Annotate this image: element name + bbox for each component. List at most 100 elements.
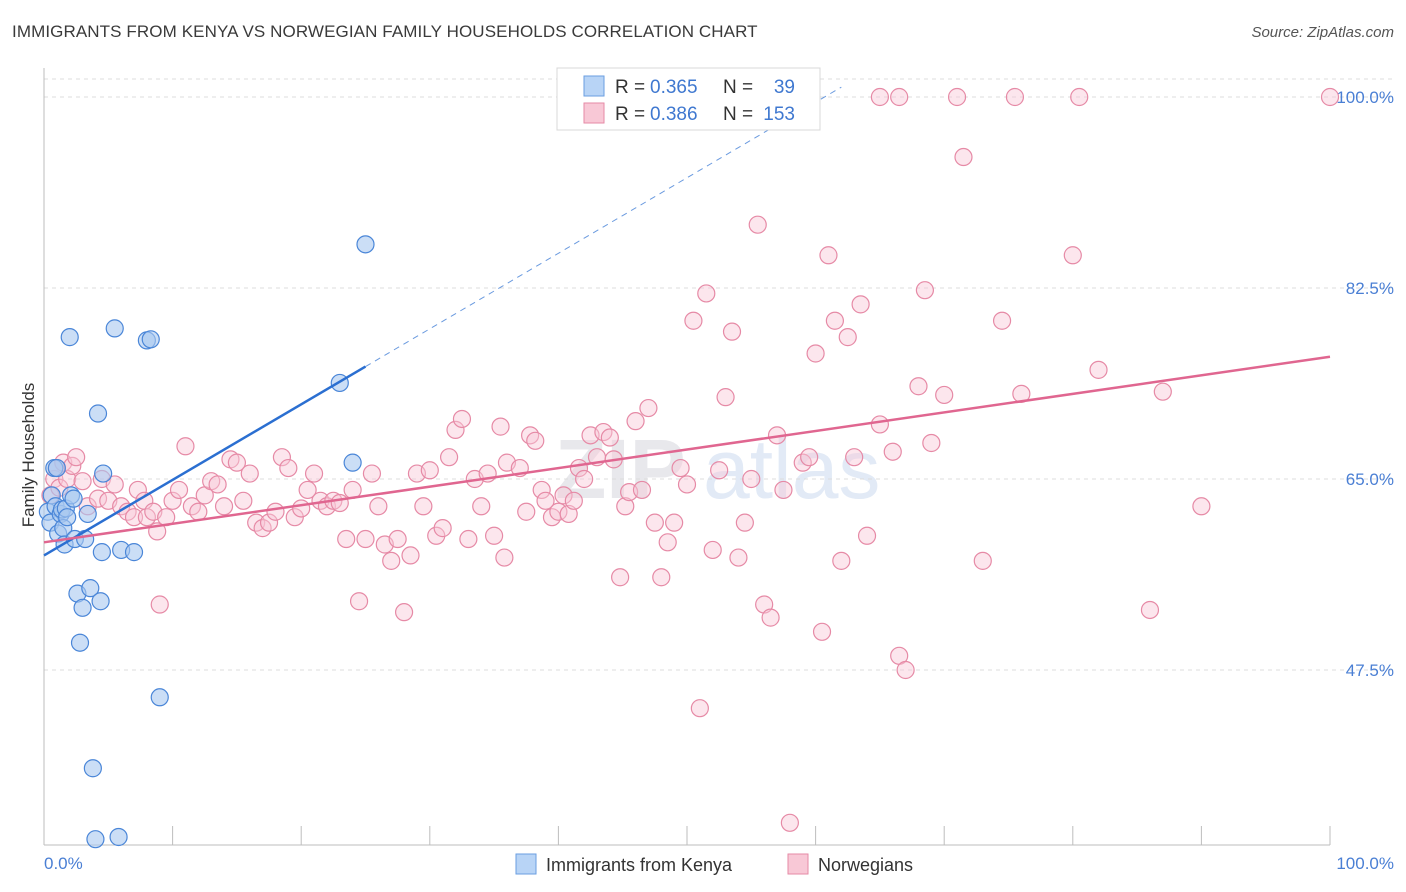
- x-ticks: [43, 826, 1331, 845]
- norwegians-point: [189, 502, 208, 521]
- norwegians-point: [616, 497, 635, 516]
- norwegians-point: [896, 660, 915, 680]
- kenya-point: [73, 598, 92, 617]
- norwegians-point: [973, 551, 992, 570]
- norwegians-point: [521, 426, 540, 445]
- norwegians-trendline: [43, 355, 1331, 544]
- norwegians-point: [439, 448, 459, 467]
- bottom-legend-swatch-norwegians: [787, 853, 809, 875]
- norwegians-point: [832, 551, 851, 570]
- norwegians-point: [857, 526, 877, 545]
- kenya-point: [58, 508, 77, 527]
- norwegians-point: [394, 603, 414, 622]
- legend-swatch-norwegians: [583, 102, 605, 124]
- norwegians-point: [67, 448, 86, 467]
- norwegians-point: [703, 540, 722, 560]
- legend-swatch-kenya: [583, 75, 605, 97]
- legend-r-label-norwegians: R =: [615, 104, 645, 125]
- norwegians-point: [526, 431, 545, 450]
- norwegians-point: [105, 475, 124, 494]
- norwegians-point: [851, 295, 870, 314]
- norwegians-point: [446, 420, 465, 439]
- norwegians-point: [73, 472, 92, 491]
- watermark-zip: ZIP: [555, 422, 686, 516]
- norwegians-point: [382, 551, 401, 570]
- norwegians-point: [259, 513, 279, 532]
- norwegians-point: [1089, 360, 1108, 379]
- norwegians-point: [812, 622, 832, 641]
- norwegians-point: [611, 568, 630, 587]
- kenya-point: [94, 464, 113, 483]
- chart-title: IMMIGRANTS FROM KENYA VS NORWEGIAN FAMIL…: [12, 22, 758, 41]
- norwegians-point: [517, 502, 536, 521]
- norwegians-point: [845, 448, 864, 467]
- norwegians-point: [645, 513, 664, 532]
- kenya-point: [92, 543, 111, 562]
- norwegians-point: [272, 448, 292, 467]
- legend-r-value-norwegians: 0.386: [650, 104, 698, 125]
- norwegians-point: [227, 453, 246, 472]
- norwegians-point: [883, 442, 902, 461]
- norwegians-point: [575, 469, 594, 489]
- bottom-legend-label-kenya: Immigrants from Kenya: [546, 855, 733, 875]
- norwegians-point: [1140, 600, 1160, 620]
- norwegians-point: [742, 469, 761, 489]
- norwegians-point: [748, 215, 767, 234]
- kenya-point: [343, 453, 362, 472]
- y-tick-labels: 47.5% 65.0% 82.5% 100.0%: [1336, 88, 1394, 680]
- norwegians-point: [684, 311, 703, 330]
- norwegians-point: [214, 497, 234, 516]
- norwegians-point: [330, 493, 349, 513]
- series-legend: Immigrants from Kenya Norwegians: [515, 853, 913, 875]
- norwegians-point: [935, 385, 954, 405]
- norwegians-point: [729, 548, 748, 567]
- trendlines: [43, 86, 1331, 557]
- norwegians-point: [234, 491, 253, 510]
- kenya-trendline-extension: [365, 86, 842, 368]
- norwegians-point: [472, 497, 491, 516]
- norwegians-point: [915, 281, 935, 300]
- norwegians-point: [485, 526, 504, 545]
- legend-n-label-norwegians: N =: [723, 104, 753, 125]
- norwegians-point: [536, 491, 555, 510]
- norwegians-point: [665, 513, 684, 532]
- y-tick-label-1: 65.0%: [1346, 470, 1394, 489]
- norwegians-point: [806, 344, 825, 363]
- norwegians-point: [992, 311, 1012, 330]
- norwegians-point: [626, 412, 645, 431]
- stats-legend: R = 0.365 N = 39 R = 0.386 N = 153: [556, 67, 821, 131]
- norwegians-point: [632, 480, 652, 500]
- norwegians-point: [735, 513, 754, 532]
- kenya-point: [70, 633, 90, 652]
- norwegians-point: [356, 529, 375, 549]
- norwegians-point: [304, 464, 324, 483]
- y-tick-label-3: 100.0%: [1336, 88, 1394, 107]
- norwegians-point: [716, 388, 735, 407]
- norwegians-point: [124, 508, 144, 527]
- norwegians-point: [697, 284, 716, 303]
- norwegians-point: [163, 491, 182, 510]
- norwegians-point: [401, 546, 420, 565]
- kenya-point: [356, 235, 375, 254]
- kenya-point: [78, 504, 97, 524]
- norwegians-point: [755, 595, 774, 614]
- norwegians-point: [420, 461, 439, 480]
- norwegians-point: [825, 311, 844, 330]
- norwegians-point: [337, 529, 356, 549]
- norwegians-point: [780, 813, 799, 832]
- norwegians-point: [362, 464, 382, 483]
- norwegians-point: [292, 499, 311, 518]
- norwegians-point: [452, 409, 472, 429]
- kenya-point: [88, 404, 108, 423]
- norwegians-point: [800, 448, 819, 467]
- norwegians-point: [279, 458, 298, 478]
- norwegians-point: [459, 529, 478, 549]
- kenya-point: [83, 759, 102, 778]
- norwegians-point: [1005, 87, 1025, 107]
- norwegians-point: [150, 595, 169, 614]
- kenya-point: [124, 543, 144, 562]
- kenya-points: [38, 235, 375, 849]
- norwegians-point: [947, 87, 967, 107]
- legend-n-value-norwegians: 153: [763, 104, 795, 125]
